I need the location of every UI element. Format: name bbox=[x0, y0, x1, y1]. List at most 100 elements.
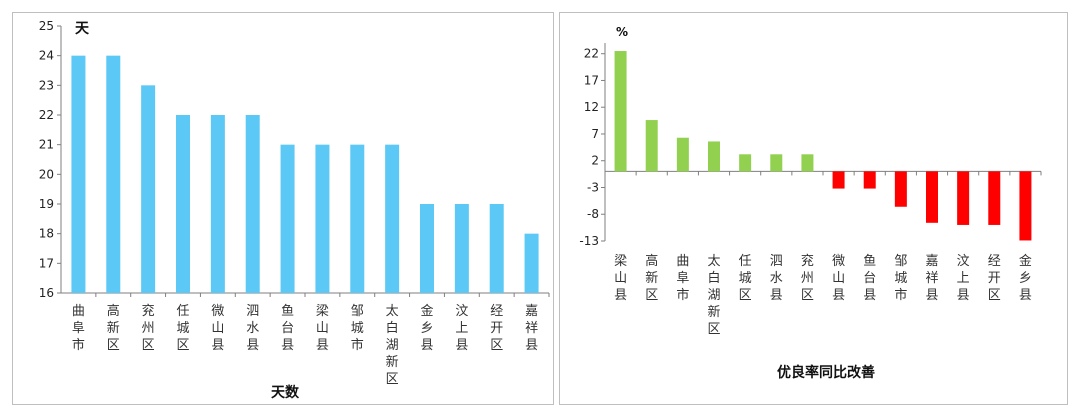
bar bbox=[524, 233, 539, 293]
category-label-char: 市 bbox=[676, 287, 689, 303]
y-tick-label: 25 bbox=[39, 19, 54, 33]
category-label: 曲阜市 bbox=[72, 304, 85, 353]
category-label-char: 曲 bbox=[72, 304, 85, 319]
bar bbox=[645, 120, 658, 172]
x-axis-title: 优良率同比改善 bbox=[777, 364, 875, 381]
y-tick-label: 23 bbox=[39, 78, 54, 92]
category-label: 邹城市 bbox=[894, 253, 907, 303]
category-label-char: 阜 bbox=[676, 270, 689, 286]
category-label-char: 州 bbox=[801, 271, 814, 286]
category-label-char: 新 bbox=[386, 354, 399, 370]
category-label-char: 县 bbox=[211, 338, 224, 353]
category-label-char: 高 bbox=[645, 253, 658, 269]
category-label-char: 嘉 bbox=[925, 254, 938, 269]
bar bbox=[926, 171, 938, 223]
bar bbox=[739, 154, 752, 172]
category-label-char: 县 bbox=[770, 288, 783, 303]
category-label-char: 祥 bbox=[525, 321, 538, 336]
category-label: 梁山县 bbox=[614, 254, 627, 303]
y-tick-label: 16 bbox=[39, 286, 54, 300]
category-label-char: 县 bbox=[316, 338, 329, 353]
category-label-char: 高 bbox=[107, 303, 120, 319]
category-label: 金乡县 bbox=[1019, 253, 1032, 303]
category-label-char: 区 bbox=[107, 338, 120, 353]
category-label-char: 新 bbox=[107, 320, 120, 336]
category-label-char: 梁 bbox=[316, 304, 329, 319]
category-label-char: 县 bbox=[246, 338, 259, 353]
category-label-char: 城 bbox=[176, 321, 189, 336]
category-label: 微山县 bbox=[211, 304, 224, 353]
category-label: 汶上县 bbox=[957, 253, 970, 303]
y-tick-label: 18 bbox=[39, 227, 54, 241]
category-label-char: 微 bbox=[211, 304, 224, 319]
category-label-char: 微 bbox=[832, 254, 845, 269]
category-label-char: 开 bbox=[988, 271, 1001, 286]
bar bbox=[385, 144, 400, 293]
category-label-char: 水 bbox=[770, 271, 783, 286]
bar bbox=[141, 85, 156, 293]
category-label-char: 市 bbox=[72, 337, 85, 353]
category-label-char: 州 bbox=[142, 321, 155, 336]
category-label-char: 新 bbox=[645, 270, 658, 286]
bar bbox=[315, 144, 330, 293]
category-label: 高新区 bbox=[645, 253, 658, 303]
category-label-char: 山 bbox=[211, 321, 224, 336]
category-label-char: 太 bbox=[386, 304, 399, 319]
category-label-char: 城 bbox=[351, 321, 364, 336]
bar bbox=[863, 171, 876, 189]
bar bbox=[350, 144, 365, 293]
category-label-char: 邹 bbox=[351, 303, 364, 319]
category-label: 兖州区 bbox=[142, 304, 155, 353]
category-label: 鱼台县 bbox=[863, 253, 876, 303]
category-label-char: 曲 bbox=[676, 254, 689, 269]
category-label: 泗水县 bbox=[770, 254, 783, 303]
bar bbox=[708, 141, 720, 172]
bar bbox=[957, 171, 970, 225]
bar bbox=[489, 204, 504, 293]
category-label-char: 鱼 bbox=[863, 253, 876, 269]
y-tick-label: 19 bbox=[39, 197, 54, 211]
category-label-char: 祥 bbox=[925, 271, 938, 286]
category-label: 兖州区 bbox=[801, 254, 814, 303]
y-tick-label: -8 bbox=[587, 207, 599, 221]
bar bbox=[832, 171, 845, 189]
days-chart-panel: 16 17 18 19 20 21 22 23 24 25 天曲阜市高新区兖州区任城区微山县泗水县鱼… bbox=[12, 12, 554, 405]
bar bbox=[770, 154, 783, 172]
category-label-char: 山 bbox=[832, 271, 845, 286]
category-label: 经开区 bbox=[988, 254, 1001, 303]
category-label-char: 城 bbox=[894, 271, 907, 286]
category-label-char: 县 bbox=[420, 338, 433, 353]
category-label-char: 经 bbox=[988, 254, 1001, 269]
bar bbox=[614, 51, 627, 172]
category-label-char: 任 bbox=[739, 254, 752, 269]
category-label-char: 城 bbox=[739, 271, 752, 286]
y-tick-label: 21 bbox=[39, 138, 54, 152]
bar bbox=[245, 115, 260, 293]
category-label-char: 湖 bbox=[386, 338, 399, 353]
y-tick-label: 22 bbox=[584, 47, 599, 61]
category-label-char: 区 bbox=[707, 322, 720, 337]
category-label-char: 鱼 bbox=[281, 303, 294, 319]
y-tick-label: 17 bbox=[39, 256, 54, 270]
category-label-char: 区 bbox=[490, 338, 503, 353]
y-axis-unit: % bbox=[616, 25, 628, 39]
category-label-char: 台 bbox=[281, 321, 294, 336]
category-label-char: 新 bbox=[707, 304, 720, 320]
category-label-char: 县 bbox=[832, 288, 845, 303]
category-label-char: 白 bbox=[707, 270, 720, 286]
category-label: 嘉祥县 bbox=[525, 304, 538, 353]
category-label-char: 邹 bbox=[894, 253, 907, 269]
bar bbox=[988, 171, 1001, 225]
y-tick-label: 17 bbox=[584, 73, 599, 87]
category-label: 任城区 bbox=[739, 254, 752, 303]
bar bbox=[106, 55, 121, 293]
y-axis-unit: 天 bbox=[75, 21, 90, 37]
category-label-char: 市 bbox=[351, 337, 364, 353]
category-label-char: 汶 bbox=[957, 253, 970, 269]
y-tick-label: 7 bbox=[591, 127, 599, 141]
bar bbox=[71, 55, 86, 293]
category-label-char: 金 bbox=[420, 303, 433, 319]
